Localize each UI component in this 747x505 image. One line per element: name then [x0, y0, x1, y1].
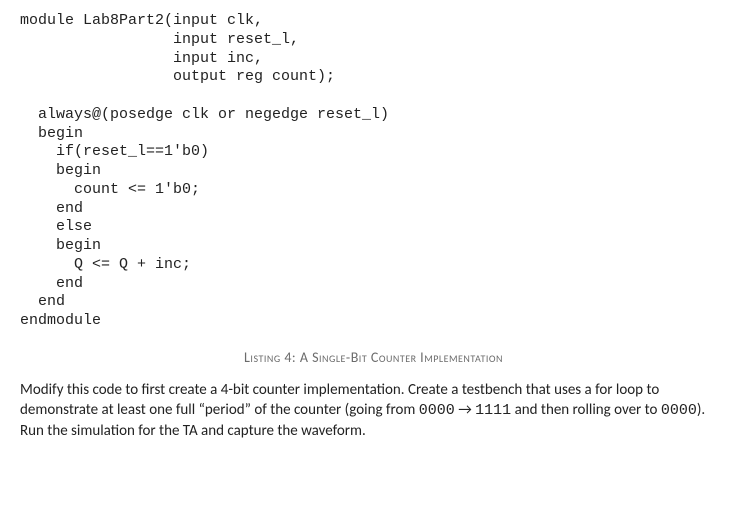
- inline-code: 1111: [475, 402, 511, 419]
- code-line: if(reset_l==1'b0): [20, 143, 209, 160]
- caption-prefix: Listing: [244, 349, 284, 366]
- code-line: module Lab8Part2(input clk,: [20, 12, 263, 29]
- caption-number: 4: [284, 349, 292, 366]
- code-line: input reset_l,: [20, 31, 299, 48]
- inline-code: 0000: [419, 402, 455, 419]
- code-line: begin: [20, 125, 83, 142]
- code-line: end: [20, 293, 65, 310]
- code-line: count <= 1'b0;: [20, 181, 200, 198]
- code-listing: module Lab8Part2(input clk, input reset_…: [20, 12, 727, 331]
- code-line: begin: [20, 162, 101, 179]
- code-line: end: [20, 200, 83, 217]
- code-line: begin: [20, 237, 101, 254]
- code-line: output reg count);: [20, 68, 335, 85]
- instruction-paragraph: Modify this code to first create a 4-bit…: [20, 380, 727, 442]
- code-line: always@(posedge clk or negedge reset_l): [20, 106, 389, 123]
- document-page: module Lab8Part2(input clk, input reset_…: [0, 0, 747, 452]
- inline-code: 0000: [661, 402, 697, 419]
- code-line: endmodule: [20, 312, 101, 329]
- arrow-glyph: →: [455, 401, 475, 419]
- listing-caption: Listing 4: A Single-Bit Counter Implemen…: [20, 349, 727, 366]
- para-text: and then rolling over to: [511, 401, 661, 419]
- caption-suffix: : A Single-Bit Counter Implementation: [292, 349, 503, 366]
- code-line: else: [20, 218, 92, 235]
- code-line: input inc,: [20, 50, 263, 67]
- code-line: end: [20, 275, 83, 292]
- code-line: Q <= Q + inc;: [20, 256, 191, 273]
